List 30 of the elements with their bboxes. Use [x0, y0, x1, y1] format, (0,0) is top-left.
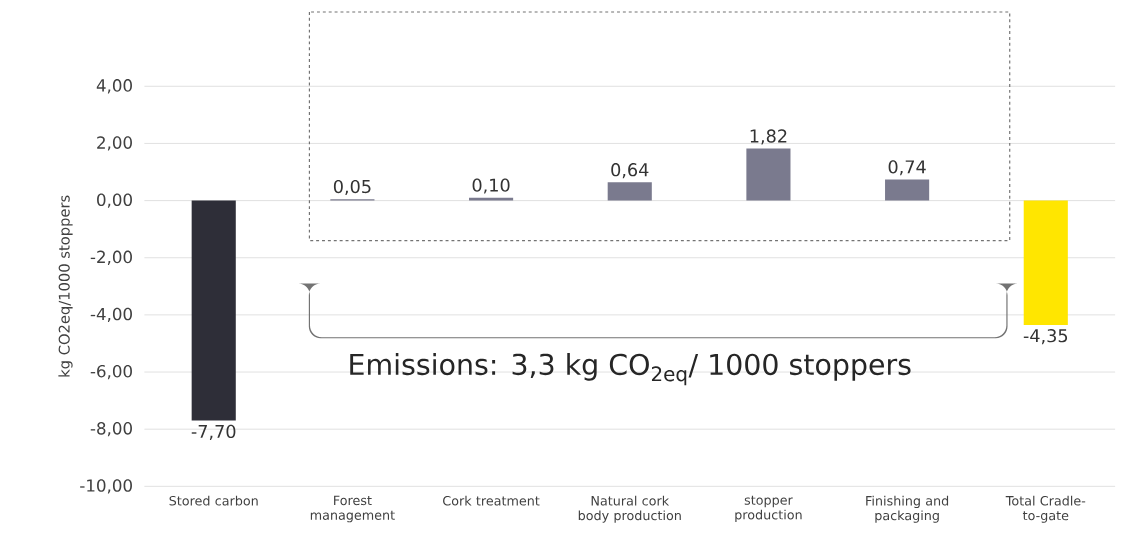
data-label: 1,82 [750, 129, 787, 145]
data-label: 0,05 [333, 179, 371, 195]
x-tick-label: Stored carbon [169, 495, 258, 506]
y-tick-label: -4,00 [90, 307, 132, 322]
bar [607, 182, 652, 201]
x-tick-label: stopper production [735, 495, 802, 522]
data-label: 0,64 [611, 162, 649, 179]
x-tick-label: Total Cradle-to-gate [1005, 495, 1086, 523]
x-tick-label: Forest management [310, 495, 395, 523]
bar [885, 179, 930, 201]
data-label: -7,70 [191, 424, 236, 440]
y-tick-label: -2,00 [90, 250, 132, 265]
data-label: -4,35 [1023, 328, 1068, 344]
annotation: Emissions: 3,3 kg CO$_{2eq}$/ 1000 stoppers [350, 352, 911, 386]
bar [1023, 200, 1068, 325]
y-tick-label: 0,00 [97, 193, 132, 208]
y-tick-label: -6,00 [90, 364, 132, 380]
y-tick-label: -8,00 [90, 421, 132, 437]
x-tick-label: Natural cork body production [578, 495, 681, 523]
y-tick-label: 2,00 [97, 136, 132, 151]
data-label: 0,74 [888, 160, 926, 176]
y-tick-label: 4,00 [96, 78, 132, 94]
bar [469, 197, 514, 201]
data-label: 0,10 [472, 178, 510, 194]
y-axis-title: kg CO2eq/1000 stoppers [58, 195, 73, 377]
bar [191, 200, 236, 421]
x-tick-label: Cork treatment [443, 495, 540, 506]
bar [746, 148, 791, 201]
y-tick-label: -10,00 [80, 479, 132, 494]
x-tick-label: Finishing and packaging [866, 495, 949, 523]
